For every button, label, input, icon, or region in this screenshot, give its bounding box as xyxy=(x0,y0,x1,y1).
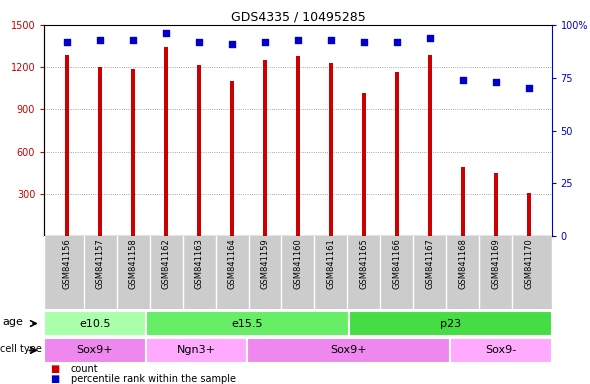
Bar xyxy=(494,173,497,236)
Bar xyxy=(146,338,247,363)
Bar xyxy=(296,56,300,236)
Point xyxy=(227,41,237,47)
Text: GSM841163: GSM841163 xyxy=(195,238,204,289)
Bar xyxy=(349,311,552,336)
Point xyxy=(194,39,204,45)
Text: GSM841159: GSM841159 xyxy=(261,238,270,289)
Bar xyxy=(263,60,267,236)
Text: GSM841158: GSM841158 xyxy=(129,238,137,289)
Text: GSM841157: GSM841157 xyxy=(96,238,105,289)
Bar xyxy=(65,55,69,236)
Text: GSM841170: GSM841170 xyxy=(524,238,533,289)
Point xyxy=(392,39,402,45)
Bar xyxy=(164,48,168,236)
Point xyxy=(425,35,434,41)
Title: GDS4335 / 10495285: GDS4335 / 10495285 xyxy=(231,11,365,24)
Bar xyxy=(428,55,432,236)
Text: ■: ■ xyxy=(50,374,60,384)
Text: p23: p23 xyxy=(440,318,461,329)
Bar xyxy=(44,311,146,336)
Bar xyxy=(450,338,552,363)
Text: GSM841168: GSM841168 xyxy=(458,238,467,289)
Point xyxy=(162,30,171,36)
Text: ■: ■ xyxy=(50,364,60,374)
Text: GSM841165: GSM841165 xyxy=(359,238,368,289)
Text: Sox9+: Sox9+ xyxy=(330,345,367,356)
Point xyxy=(293,37,303,43)
Bar xyxy=(527,192,530,236)
Point xyxy=(96,37,105,43)
Text: GSM841160: GSM841160 xyxy=(293,238,303,289)
Text: Sox9-: Sox9- xyxy=(486,345,516,356)
Bar xyxy=(329,63,333,236)
Text: GSM841169: GSM841169 xyxy=(491,238,500,289)
Text: GSM841161: GSM841161 xyxy=(326,238,335,289)
Text: count: count xyxy=(71,364,99,374)
Point xyxy=(524,85,533,91)
Point xyxy=(260,39,270,45)
Text: Ngn3+: Ngn3+ xyxy=(177,345,216,356)
Bar xyxy=(362,93,366,236)
Bar xyxy=(461,167,465,236)
Point xyxy=(63,39,72,45)
Text: GSM841162: GSM841162 xyxy=(162,238,171,289)
Text: GSM841167: GSM841167 xyxy=(425,238,434,289)
Text: percentile rank within the sample: percentile rank within the sample xyxy=(71,374,236,384)
Text: age: age xyxy=(2,317,23,327)
Text: cell type: cell type xyxy=(0,344,42,354)
Text: e15.5: e15.5 xyxy=(231,318,263,329)
Text: GSM841166: GSM841166 xyxy=(392,238,401,289)
Bar xyxy=(197,65,201,236)
Point xyxy=(359,39,369,45)
Bar xyxy=(99,67,102,236)
Point xyxy=(326,37,336,43)
Text: Sox9+: Sox9+ xyxy=(77,345,113,356)
Text: GSM841156: GSM841156 xyxy=(63,238,72,289)
Point xyxy=(491,79,500,85)
Point xyxy=(129,37,138,43)
Point xyxy=(458,77,467,83)
Text: GSM841164: GSM841164 xyxy=(228,238,237,289)
Text: e10.5: e10.5 xyxy=(79,318,111,329)
Bar xyxy=(146,311,349,336)
Bar xyxy=(230,81,234,236)
Bar xyxy=(395,72,399,236)
Bar xyxy=(247,338,450,363)
Bar xyxy=(131,69,135,236)
Bar xyxy=(44,338,146,363)
